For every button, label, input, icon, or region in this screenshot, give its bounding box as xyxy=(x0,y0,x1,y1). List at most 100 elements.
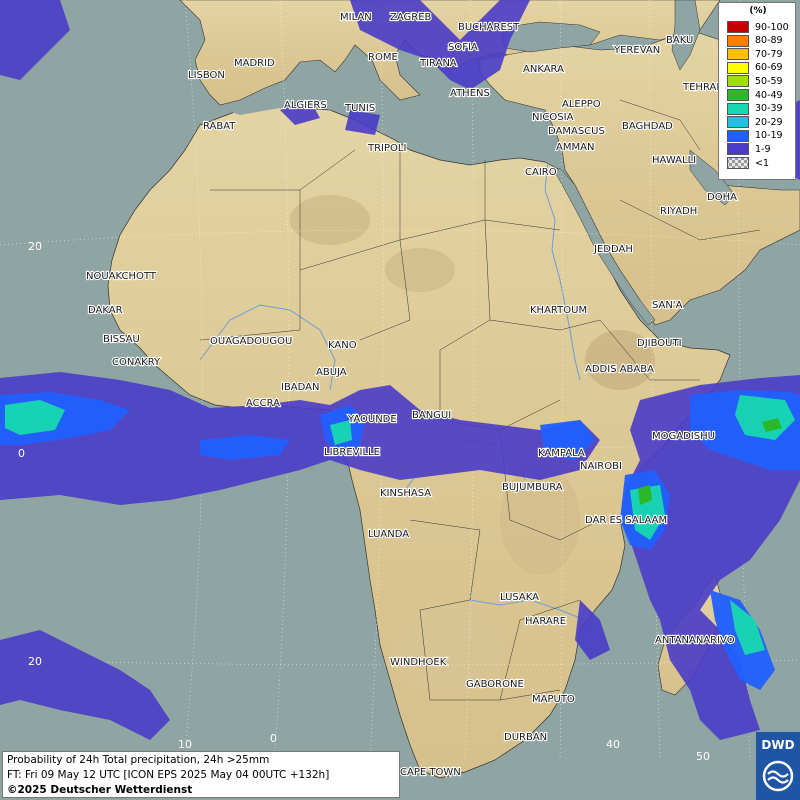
city-label: DURBAN xyxy=(504,732,547,743)
precip-1-9 xyxy=(0,0,800,740)
city-label: TEHRAN xyxy=(682,82,724,93)
city-label: MADRID xyxy=(234,58,275,69)
legend-title: (%) xyxy=(749,6,767,16)
legend-item: 70-79 xyxy=(727,48,783,61)
city-label: NICOSIA xyxy=(532,112,574,123)
city-label: BUJUMBURA xyxy=(502,482,563,493)
legend-item: 10-19 xyxy=(727,129,783,142)
city-label: DAKAR xyxy=(88,305,123,316)
city-label: BANGUI xyxy=(412,410,451,421)
city-label: RABAT xyxy=(203,121,236,132)
city-label: MILAN xyxy=(340,12,372,23)
legend-label: 60-69 xyxy=(755,62,783,74)
city-label: DJIBOUTI xyxy=(637,338,682,349)
legend-item: <1 xyxy=(727,157,769,169)
city-label: DAMASCUS xyxy=(548,126,605,137)
city-label: WINDHOEK xyxy=(390,657,447,668)
city-label: BISSAU xyxy=(103,334,140,345)
zambezi-river xyxy=(469,599,586,621)
nile-river xyxy=(544,161,581,381)
legend-label: <1 xyxy=(755,157,770,169)
country-borders xyxy=(199,99,761,701)
city-label: TIRANA xyxy=(419,58,457,69)
persian-gulf xyxy=(689,149,736,206)
city-label: ABUJA xyxy=(316,367,347,378)
legend-item: 90-100 xyxy=(727,21,789,33)
terrain-relief xyxy=(500,465,580,575)
city-label: CAPE TOWN xyxy=(400,767,461,778)
terrain-relief xyxy=(290,195,370,245)
city-label: ACCRA xyxy=(246,398,280,409)
legend-swatch xyxy=(727,21,749,33)
legend-swatch xyxy=(727,129,749,142)
precip-40-49 xyxy=(638,418,782,505)
city-label: ADDIS ABABA xyxy=(585,364,654,375)
city-label: KHARTOUM xyxy=(530,305,587,316)
legend-label: 80-89 xyxy=(755,35,783,47)
city-label: TUNIS xyxy=(344,103,375,114)
city-label: MAPUTO xyxy=(532,694,575,705)
legend-swatch xyxy=(727,89,749,101)
legend-swatch xyxy=(727,102,749,115)
legend-swatch xyxy=(727,116,749,129)
legend-label: 40-49 xyxy=(755,89,783,101)
city-label: BUCHAREST xyxy=(458,22,520,33)
legend-swatch xyxy=(727,61,749,74)
city-label: ALGIERS xyxy=(284,100,327,111)
city-label: DOHA xyxy=(707,192,737,203)
city-label: YAOUNDE xyxy=(347,414,397,425)
city-label: LUANDA xyxy=(368,529,409,540)
city-label: KINSHASA xyxy=(380,488,431,499)
legend-label: 90-100 xyxy=(755,21,789,33)
city-label: LUSAKA xyxy=(500,592,539,603)
legend-label: 50-59 xyxy=(755,75,783,87)
city-label: JEDDAH xyxy=(593,244,633,255)
city-label: KANO xyxy=(328,340,357,351)
city-label: BAGHDAD xyxy=(622,121,673,132)
city-label: ANKARA xyxy=(523,64,564,75)
city-label: ZAGREB xyxy=(390,12,432,23)
city-label: DAR ES SALAAM xyxy=(585,515,667,526)
city-label: NOUAKCHOTT xyxy=(86,271,157,282)
precip-20-39 xyxy=(5,395,795,655)
legend-label: 1-9 xyxy=(755,143,771,155)
legend-item: 60-69 xyxy=(727,61,783,74)
city-label: ANTANANARIVO xyxy=(655,635,735,646)
legend-item: 1-9 xyxy=(727,143,771,156)
caspian-sea xyxy=(671,0,701,71)
city-label: ALEPPO xyxy=(562,99,601,110)
city-labels: MILAN ZAGREB BUCHAREST SOFIA MADRID ROME… xyxy=(85,11,738,779)
city-label: BAKU xyxy=(666,35,693,46)
legend-swatch xyxy=(727,143,749,156)
logo-text: DWD xyxy=(761,738,795,752)
legend-swatch xyxy=(727,48,749,61)
city-label: IBADAN xyxy=(281,382,320,393)
legend-item: 80-89 xyxy=(727,34,783,47)
city-label: YEREVAN xyxy=(613,45,660,56)
grid-label-lat: 0 xyxy=(18,447,25,460)
red-sea xyxy=(554,167,656,326)
legend-label: 30-39 xyxy=(755,103,783,115)
legend-label: 10-19 xyxy=(755,130,783,142)
legend-item: 40-49 xyxy=(727,89,783,101)
grid-label-lon: 10 xyxy=(178,738,192,751)
city-label: GABORONE xyxy=(466,679,524,690)
grid-label-lon: 50 xyxy=(696,750,710,763)
copyright: ©2025 Deutscher Wetterdienst xyxy=(7,784,193,796)
grid-label-lat: 20 xyxy=(28,655,42,668)
city-label: OUAGADOUGOU xyxy=(210,336,292,347)
city-label: KAMPALA xyxy=(538,448,585,459)
city-label: ATHENS xyxy=(450,88,490,99)
dwd-logo: DWD xyxy=(756,732,800,800)
city-label: LIBREVILLE xyxy=(324,447,380,458)
city-label: RIYADH xyxy=(660,206,697,217)
city-label: LISBON xyxy=(188,70,225,81)
city-label: NAIROBI xyxy=(580,461,622,472)
legend: (%) 90-100 80-89 70-79 60-69 50-59 40-49 30-39… xyxy=(718,2,796,180)
info-box: Probability of 24h Total precipitation, … xyxy=(2,751,400,798)
legend-swatch xyxy=(727,75,749,88)
forecast-time: FT: Fri 09 May 12 UTC [ICON EPS 2025 May… xyxy=(7,769,330,781)
city-label: CONAKRY xyxy=(112,357,161,368)
wave-logo-icon xyxy=(762,760,794,792)
